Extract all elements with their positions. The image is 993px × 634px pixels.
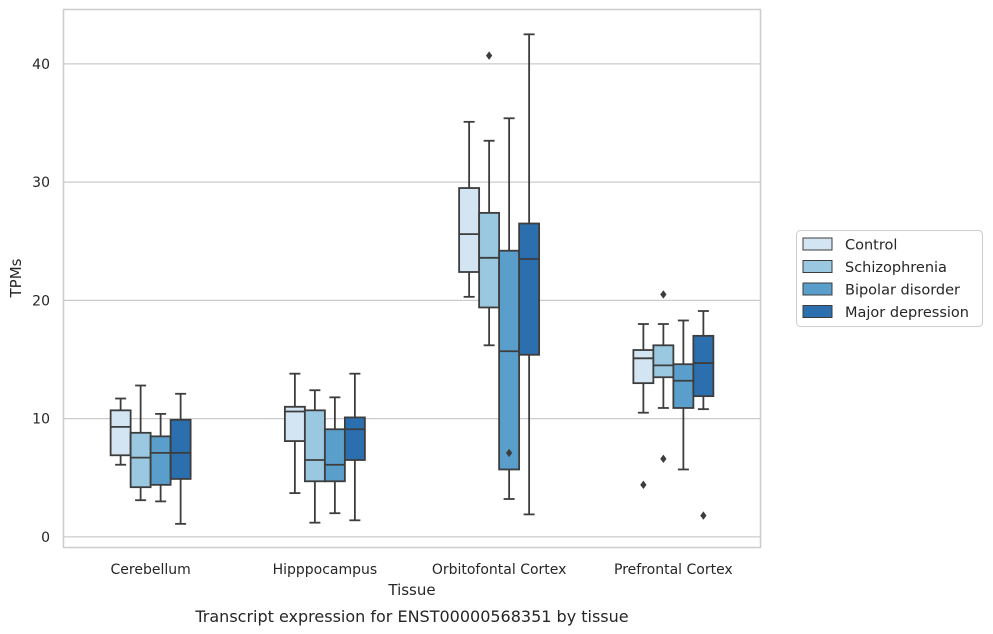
legend: Control Schizophrenia Bipolar disorder Majo… <box>796 230 983 327</box>
y-tick-label: 0 <box>41 530 50 546</box>
y-tick-label: 20 <box>32 293 50 309</box>
legend-label: Schizophrenia <box>845 260 947 276</box>
box-body <box>632 349 655 385</box>
legend-label: Bipolar disorder <box>845 283 960 299</box>
box-body <box>692 334 715 398</box>
legend-swatch <box>802 305 833 318</box>
box-body <box>518 222 541 356</box>
box-bipolar-disorder <box>498 117 521 500</box>
y-tick-label: 30 <box>32 175 50 191</box>
box-body <box>323 428 346 483</box>
x-axis-label: Tissue <box>387 581 435 599</box>
outlier-point <box>640 480 647 490</box>
box-body <box>652 344 675 379</box>
box-schizophrenia <box>129 384 152 502</box>
box-body <box>169 418 192 480</box>
legend-frame <box>796 230 983 327</box>
box-body <box>343 416 366 461</box>
box-major-depression <box>343 372 366 522</box>
box-control <box>109 397 132 466</box>
box-groups <box>109 33 715 525</box>
figure-caption: Transcript expression for ENST0000056835… <box>194 607 628 626</box>
box-body <box>458 187 481 273</box>
box-bipolar-disorder <box>323 396 346 515</box>
legend-label: Major depression <box>845 305 969 321</box>
box-body <box>478 211 501 309</box>
outlier-point <box>660 290 667 299</box>
y-axis-label: TPMs <box>7 258 25 298</box>
x-tick-label: Cerebellum <box>111 562 191 578</box>
outlier-point <box>700 511 707 520</box>
gridlines <box>63 63 761 538</box>
box-body <box>672 363 695 409</box>
box-major-depression <box>169 392 192 525</box>
box-body <box>498 249 521 471</box>
box-control <box>458 120 481 298</box>
plot-area-frame <box>62 8 762 549</box>
box-body <box>109 409 132 457</box>
legend-swatch <box>802 260 833 273</box>
y-tick-label: 40 <box>32 57 50 73</box>
outlier-point <box>660 454 667 464</box>
y-axis-ticks: 0 10 20 30 40 <box>32 57 50 546</box>
outlier-point <box>485 51 493 60</box>
box-control <box>632 323 655 490</box>
outlier-point <box>505 448 513 458</box>
box-schizophrenia <box>652 290 675 464</box>
legend-label: Control <box>845 238 897 254</box>
box-bipolar-disorder <box>672 319 695 471</box>
x-tick-label: Prefrontal Cortex <box>614 562 733 578</box>
box-schizophrenia <box>478 51 501 347</box>
box-body <box>129 431 152 489</box>
box-body <box>303 409 326 483</box>
legend-swatch <box>802 282 833 296</box>
box-bipolar-disorder <box>149 412 172 503</box>
box-major-depression <box>518 33 541 516</box>
x-tick-label: Orbitofontal Cortex <box>432 562 567 578</box>
box-control <box>283 372 306 495</box>
box-major-depression <box>692 310 715 520</box>
box-body <box>149 435 172 486</box>
y-tick-label: 10 <box>32 412 50 428</box>
legend-swatch <box>802 237 833 251</box>
box-schizophrenia <box>303 389 326 524</box>
x-tick-label: Hipppocampus <box>273 562 378 578</box>
x-axis-ticks: Cerebellum Hipppocampus Orbitofontal Corte… <box>111 562 733 578</box>
